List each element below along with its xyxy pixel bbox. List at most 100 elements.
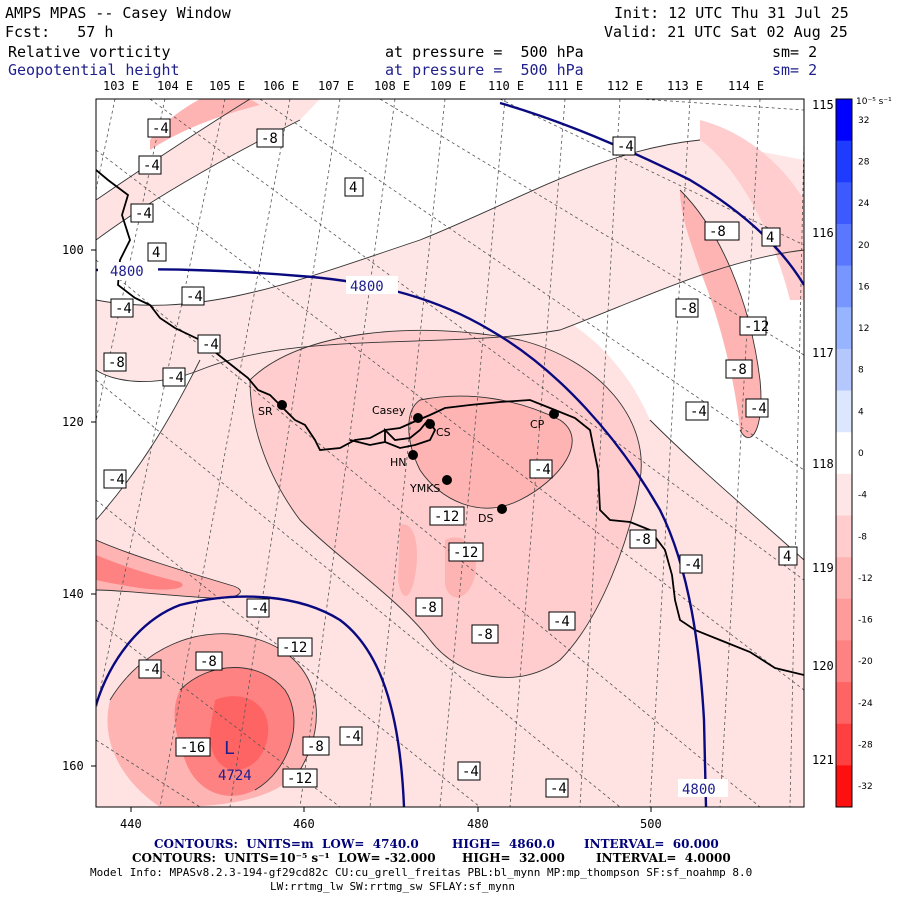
vort-label: -4 bbox=[685, 401, 709, 421]
colorbar-cell bbox=[836, 515, 852, 558]
field2-smooth: sm= 2 bbox=[772, 61, 818, 79]
lon-label: 113 E bbox=[667, 79, 703, 93]
vort-label: -8 bbox=[725, 359, 753, 379]
vort-label: -4 bbox=[457, 761, 481, 781]
vort-label: -4 bbox=[181, 286, 205, 306]
svg-text:-8: -8 bbox=[634, 532, 651, 548]
colorbar-label: 4 bbox=[858, 407, 864, 417]
vorticity-labels: -4 -8 -4 -4 4 4 -4 -4 -4 -4 -8 -4 -8 -12… bbox=[103, 118, 798, 798]
height-labels: 4800 4800 4800 4724 L bbox=[98, 262, 728, 798]
height-label: 4800 bbox=[110, 264, 144, 280]
vort-label: -4 bbox=[147, 118, 171, 138]
station-labels: SR Casey CS HN YMKS DS CP bbox=[258, 404, 545, 525]
lon-label: 106 E bbox=[263, 79, 299, 93]
model-info-physics: LW:rrtmg_lw SW:rrtmg_sw SFLAY:sf_mynn bbox=[270, 880, 516, 893]
model-info: Model Info: MPASv8.2.3-194-gf29cd82c CU:… bbox=[90, 866, 753, 879]
height-label: 4800 bbox=[350, 279, 384, 295]
grid-axis-labels: 440 460 480 500 100 120 140 160 bbox=[62, 243, 662, 831]
svg-text:-12: -12 bbox=[434, 509, 459, 525]
colorbar-label: 24 bbox=[858, 199, 870, 209]
svg-text:-8: -8 bbox=[108, 355, 125, 371]
y-tick-label: 120 bbox=[62, 415, 84, 429]
colorbar-cell bbox=[836, 723, 852, 766]
svg-text:-4: -4 bbox=[108, 472, 125, 488]
station-label: YMKS bbox=[409, 482, 440, 495]
svg-text:-12: -12 bbox=[282, 640, 307, 656]
colorbar-cell bbox=[836, 348, 852, 392]
svg-text:-4: -4 bbox=[152, 121, 169, 137]
colorbar-label: -20 bbox=[858, 657, 873, 667]
vort-label: -16 bbox=[175, 737, 211, 757]
lon-label: 107 E bbox=[318, 79, 354, 93]
vort-label: -12 bbox=[739, 316, 769, 336]
vort-label: 4 bbox=[778, 546, 798, 566]
vort-label: -4 bbox=[138, 155, 162, 175]
colorbar-label: 28 bbox=[858, 157, 870, 167]
svg-text:-8: -8 bbox=[307, 739, 324, 755]
vort-label: -12 bbox=[429, 506, 465, 526]
svg-text:-4: -4 bbox=[553, 614, 570, 630]
vort-label: -4 bbox=[103, 469, 127, 489]
vort-label: -8 bbox=[675, 298, 699, 318]
vort-label: 4 bbox=[344, 177, 364, 197]
svg-text:-4: -4 bbox=[143, 662, 160, 678]
geopotential-contours bbox=[96, 101, 804, 807]
svg-text:4: 4 bbox=[783, 549, 791, 565]
station-dot bbox=[408, 450, 418, 460]
field1-smooth: sm= 2 bbox=[772, 43, 818, 61]
lon-label: 104 E bbox=[157, 79, 193, 93]
colorbar-cell bbox=[836, 598, 852, 641]
svg-text:-4: -4 bbox=[750, 401, 767, 417]
colorbar-cell bbox=[836, 140, 852, 183]
field1-name: Relative vorticity bbox=[8, 43, 171, 61]
y-tick-label: 160 bbox=[62, 759, 84, 773]
x-tick-label: 480 bbox=[467, 817, 489, 831]
svg-text:-12: -12 bbox=[453, 545, 478, 561]
vort-label: -4 bbox=[246, 598, 270, 618]
vort-label: 4 bbox=[147, 242, 167, 262]
height-label: 4800 bbox=[682, 782, 716, 798]
field2-level: at pressure = 500 hPa bbox=[385, 61, 584, 79]
y-tick-label: 100 bbox=[62, 243, 84, 257]
x-tick-label: 440 bbox=[120, 817, 142, 831]
vort-label: -12 bbox=[277, 637, 313, 657]
svg-text:-4: -4 bbox=[344, 729, 361, 745]
axis-tick-marks bbox=[91, 249, 652, 812]
vorticity-contours bbox=[96, 99, 804, 791]
station-dot bbox=[549, 409, 559, 419]
svg-text:-8: -8 bbox=[476, 627, 493, 643]
height-contour-info: CONTOURS: UNITS=m LOW= 4740.0 bbox=[154, 837, 419, 851]
station-dot bbox=[413, 413, 423, 423]
svg-text:-4: -4 bbox=[115, 301, 132, 317]
field2-name: Geopotential height bbox=[8, 61, 180, 79]
svg-text:-4: -4 bbox=[462, 764, 479, 780]
lon-label: 109 E bbox=[430, 79, 466, 93]
svg-text:4: 4 bbox=[349, 180, 357, 196]
y-tick-label: 140 bbox=[62, 587, 84, 601]
svg-text:-4: -4 bbox=[684, 557, 701, 573]
station-dot bbox=[425, 419, 435, 429]
top-longitude-labels: 103 E 104 E 105 E 106 E 107 E 108 E 109 … bbox=[103, 79, 764, 93]
station-label: DS bbox=[478, 512, 493, 525]
svg-text:-4: -4 bbox=[202, 337, 219, 353]
station-markers bbox=[277, 400, 559, 514]
station-dot bbox=[497, 504, 507, 514]
vort-label: -12 bbox=[282, 768, 318, 788]
colorbar-cell bbox=[836, 473, 852, 516]
vort-label: -4 bbox=[548, 611, 576, 631]
svg-text:4: 4 bbox=[766, 230, 774, 246]
colorbar-label: -4 bbox=[858, 491, 867, 501]
svg-text:-8: -8 bbox=[680, 301, 697, 317]
lat-lon-grid bbox=[96, 99, 804, 807]
vort-label: -4 bbox=[162, 367, 186, 387]
lon-label: 114 E bbox=[728, 79, 764, 93]
svg-text:-4: -4 bbox=[617, 139, 634, 155]
lon-label: 110 E bbox=[488, 79, 524, 93]
vort-label: -4 bbox=[679, 554, 703, 574]
station-label: CP bbox=[530, 418, 545, 431]
vort-label: -8 bbox=[629, 529, 657, 549]
station-label: Casey bbox=[372, 404, 406, 417]
svg-text:-4: -4 bbox=[690, 404, 707, 420]
colorbar-labels: 32 28 24 20 16 12 8 4 0 -4 -8 -12 -16 -20 -24 -28 -32 bbox=[858, 116, 873, 792]
colorbar-label: 20 bbox=[858, 241, 870, 251]
